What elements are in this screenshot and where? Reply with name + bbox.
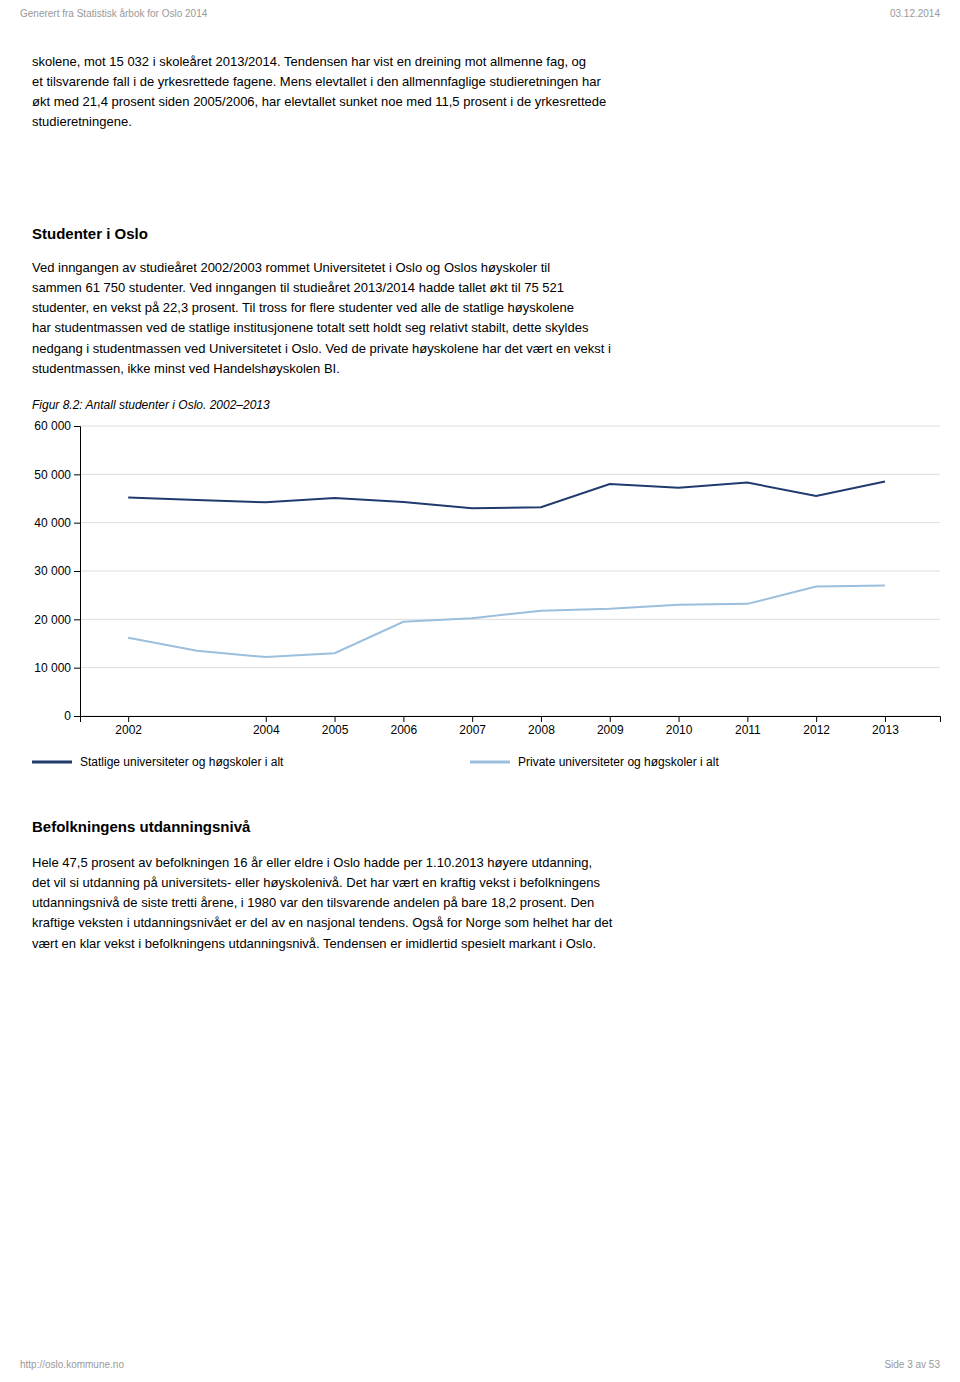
page-footer: Side 3 av 53 [884, 1359, 940, 1370]
x-tick-mark [128, 716, 129, 722]
x-tick: 2002 [115, 716, 142, 737]
x-tick-label: 2007 [459, 723, 486, 737]
y-tick-mark [74, 668, 80, 669]
x-tick-label: 2010 [666, 723, 693, 737]
x-tick-mark [403, 716, 404, 722]
x-axis-line [81, 717, 941, 723]
x-tick: 2006 [391, 716, 418, 737]
x-tick: 2004 [253, 716, 280, 737]
y-tick: 40 000 [34, 516, 80, 530]
x-tick: 2012 [803, 716, 830, 737]
y-tick-label: 30 000 [34, 564, 71, 578]
x-tick: 2009 [597, 716, 624, 737]
x-tick-mark [610, 716, 611, 722]
x-tick: 2007 [459, 716, 486, 737]
x-tick-mark [335, 716, 336, 722]
x-tick: 2008 [528, 716, 555, 737]
y-tick-mark [74, 571, 80, 572]
series-group [128, 482, 885, 657]
x-tick-mark [541, 716, 542, 722]
series-line [128, 586, 885, 658]
y-tick: 0 [64, 709, 80, 723]
y-tick-mark [74, 474, 80, 475]
y-tick-mark [74, 716, 80, 717]
y-tick-label: 10 000 [34, 661, 71, 675]
x-tick: 2010 [666, 716, 693, 737]
x-tick-label: 2008 [528, 723, 555, 737]
grid-line [80, 522, 940, 523]
page-footer: http://oslo.kommune.no [20, 1359, 124, 1370]
grid-line [80, 474, 940, 475]
y-axis-line [74, 427, 81, 717]
chart: 2002 2004 2005 2006 2007 2008 2009 2010 2011 2012… [0, 418, 960, 790]
y-tick: 50 000 [34, 468, 80, 482]
y-tick: 10 000 [34, 661, 80, 675]
x-axis: 2002 2004 2005 2006 2007 2008 2009 2010 2011 2012… [81, 716, 941, 737]
section-title: Befolkningens utdanningsnivå [32, 818, 250, 835]
legend-label: Private universiteter og høgskoler i alt [518, 755, 719, 769]
y-tick-label: 50 000 [34, 468, 71, 482]
x-tick-label: 2011 [735, 723, 761, 737]
paragraph: Hele 47,5 prosent av befolkningen 16 år … [32, 853, 612, 954]
x-tick-mark [747, 716, 748, 722]
x-tick-label: 2009 [597, 723, 624, 737]
section-title: Studenter i Oslo [32, 225, 148, 242]
x-tick-label: 2012 [803, 723, 830, 737]
grid-line [80, 667, 940, 668]
x-tick-label: 2002 [115, 723, 142, 737]
grid-line [80, 619, 940, 620]
page-header: 03.12.2014 [890, 8, 940, 19]
grid [80, 426, 940, 716]
legend: Statlige universiteter og høgskoler i al… [32, 755, 719, 769]
y-tick-mark [74, 619, 80, 620]
y-tick: 30 000 [34, 564, 80, 578]
x-tick: 2011 [735, 716, 761, 737]
x-tick-mark [885, 716, 886, 722]
page-header: Generert fra Statistisk årbok for Oslo 2… [20, 8, 207, 19]
y-tick: 60 000 [34, 419, 80, 433]
plot: 2002 2004 2005 2006 2007 2008 2009 2010 2011 2012… [34, 419, 940, 736]
legend-label: Statlige universiteter og høgskoler i al… [80, 755, 284, 769]
y-tick-mark [74, 523, 80, 524]
x-tick: 2013 [872, 716, 899, 737]
x-tick: 2005 [322, 716, 349, 737]
grid-line [80, 426, 940, 427]
y-axis: 0 10 000 20 000 30 000 40 000 50 000 60 000 [34, 419, 80, 723]
x-tick-mark [679, 716, 680, 722]
y-tick-label: 40 000 [34, 516, 71, 530]
x-tick-mark [266, 716, 267, 722]
legend-swatch [32, 761, 72, 764]
y-tick-label: 60 000 [34, 419, 71, 433]
y-tick-label: 0 [64, 709, 71, 723]
paragraph: Ved inngangen av studieåret 2002/2003 ro… [32, 258, 611, 379]
x-tick-mark [816, 716, 817, 722]
x-tick-label: 2004 [253, 723, 280, 737]
chart-title: Figur 8.2: Antall studenter i Oslo. 2002… [32, 398, 270, 412]
paragraph: skolene, mot 15 032 i skoleåret 2013/201… [32, 52, 606, 133]
x-tick-label: 2013 [872, 723, 899, 737]
y-tick: 20 000 [34, 613, 80, 627]
x-tick-label: 2005 [322, 723, 349, 737]
x-tick-label: 2006 [391, 723, 418, 737]
series-line [128, 482, 885, 509]
y-tick-mark [74, 426, 80, 427]
y-tick-label: 20 000 [34, 613, 71, 627]
x-tick-mark [472, 716, 473, 722]
legend-swatch [470, 761, 510, 764]
grid-line [80, 571, 940, 572]
